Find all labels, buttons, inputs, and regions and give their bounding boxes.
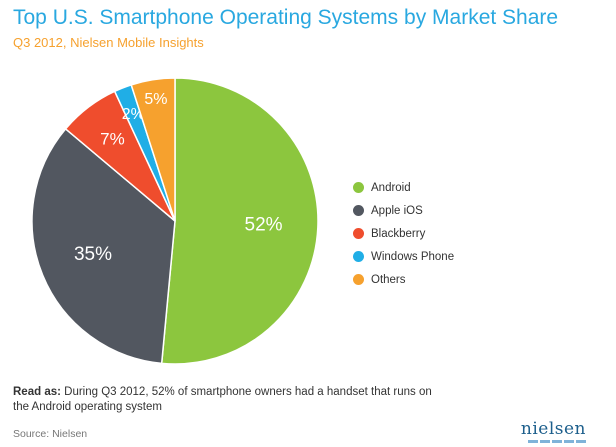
pie-slice-apple-ios: [31, 127, 176, 365]
legend-item-blackberry: Blackberry: [353, 222, 454, 245]
chart-subtitle: Q3 2012, Nielsen Mobile Insights: [13, 35, 204, 50]
read-as-text: During Q3 2012, 52% of smartphone owners…: [13, 386, 432, 413]
legend-label: Apple iOS: [371, 204, 423, 217]
legend-swatch: [353, 251, 364, 262]
pie-slice-android: [160, 77, 319, 365]
legend-item-android: Android: [353, 176, 454, 199]
legend-swatch: [353, 228, 364, 239]
legend-swatch: [353, 182, 364, 193]
slice-label-blackberry: 7%: [100, 130, 125, 149]
legend-label: Blackberry: [371, 227, 426, 240]
legend-label: Others: [371, 273, 406, 286]
legend-swatch: [353, 274, 364, 285]
slice-label-others: 5%: [144, 91, 167, 108]
chart-legend: Android Apple iOS Blackberry Windows Phone O…: [353, 176, 454, 291]
legend-swatch: [353, 205, 364, 216]
legend-item-apple-ios: Apple iOS: [353, 199, 454, 222]
chart-title: Top U.S. Smartphone Operating Systems by…: [13, 6, 559, 29]
legend-label: Windows Phone: [371, 250, 455, 263]
legend-item-others: Others: [353, 268, 454, 291]
slice-label-android: 52%: [245, 215, 283, 236]
read-as-note: Read as: During Q3 2012, 52% of smartpho…: [13, 385, 433, 415]
legend-label: Android: [371, 181, 411, 194]
pie-slice-others: [130, 77, 176, 222]
slice-label-apple-ios: 35%: [74, 244, 112, 265]
logo-underline: [528, 440, 586, 443]
legend-item-windows-phone: Windows Phone: [353, 245, 454, 268]
read-as-label: Read as:: [13, 386, 61, 398]
source-note: Source: Nielsen: [13, 428, 88, 440]
nielsen-logo: nielsen: [520, 419, 586, 439]
